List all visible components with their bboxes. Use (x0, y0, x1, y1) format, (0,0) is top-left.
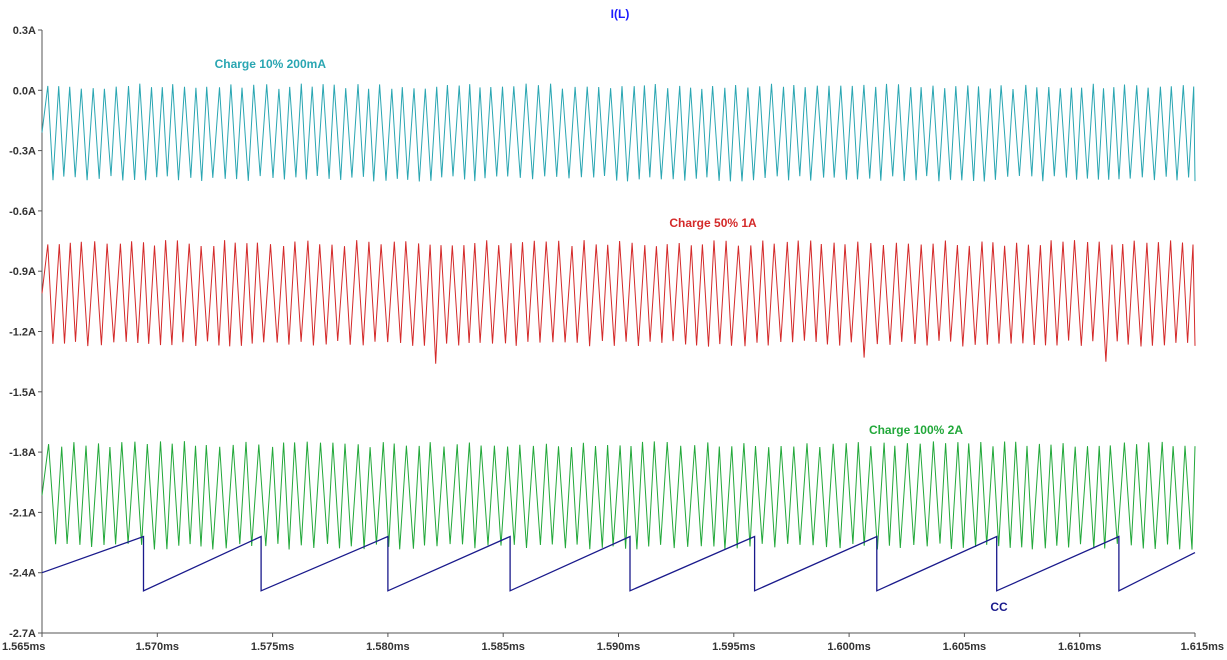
traces (41, 83, 1196, 592)
y-tick-label: -2.1A (9, 507, 36, 519)
axes: 0.3A 0.0A -0.3A -0.6A -0.9A -1.2A -1.5A -1.8A -2… (2, 25, 1224, 653)
y-tick-label: -0.9A (9, 266, 36, 278)
y-tick-label: -0.6A (9, 206, 36, 218)
series-label: CC (990, 600, 1008, 614)
x-tick-label: 1.595ms (712, 641, 755, 653)
x-tick-label: 1.570ms (136, 641, 179, 653)
x-tick-label: 1.605ms (943, 641, 986, 653)
series-line (41, 240, 1196, 364)
trace-labels: Charge 10% 200mA Charge 50% 1A Charge 100%… (215, 57, 1008, 614)
x-tick-label: 1.610ms (1058, 641, 1101, 653)
x-tick-label: 1.580ms (366, 641, 409, 653)
y-tick-label: -2.7A (9, 628, 36, 640)
x-tick-label: 1.575ms (251, 641, 294, 653)
series-label: Charge 10% 200mA (215, 57, 327, 71)
y-tick-label: -0.3A (9, 146, 36, 158)
x-tick-label: 1.565ms (2, 641, 45, 653)
series-line (41, 535, 1196, 592)
series-line (41, 441, 1196, 550)
y-tick-label: -2.4A (9, 568, 36, 580)
y-tick-label: -1.2A (9, 327, 36, 339)
x-tick-label: 1.590ms (597, 641, 640, 653)
x-tick-label: 1.615ms (1181, 641, 1224, 653)
x-tick-label: 1.585ms (481, 641, 524, 653)
chart-title: I(L) (611, 7, 630, 21)
y-tick-label: -1.5A (9, 387, 36, 399)
y-tick-label: 0.0A (13, 85, 36, 97)
series-line (41, 83, 1196, 182)
series-label: Charge 50% 1A (669, 216, 757, 230)
series-label: Charge 100% 2A (869, 423, 963, 437)
y-tick-label: 0.3A (13, 25, 36, 37)
y-tick-label: -1.8A (9, 447, 36, 459)
x-tick-label: 1.600ms (827, 641, 870, 653)
